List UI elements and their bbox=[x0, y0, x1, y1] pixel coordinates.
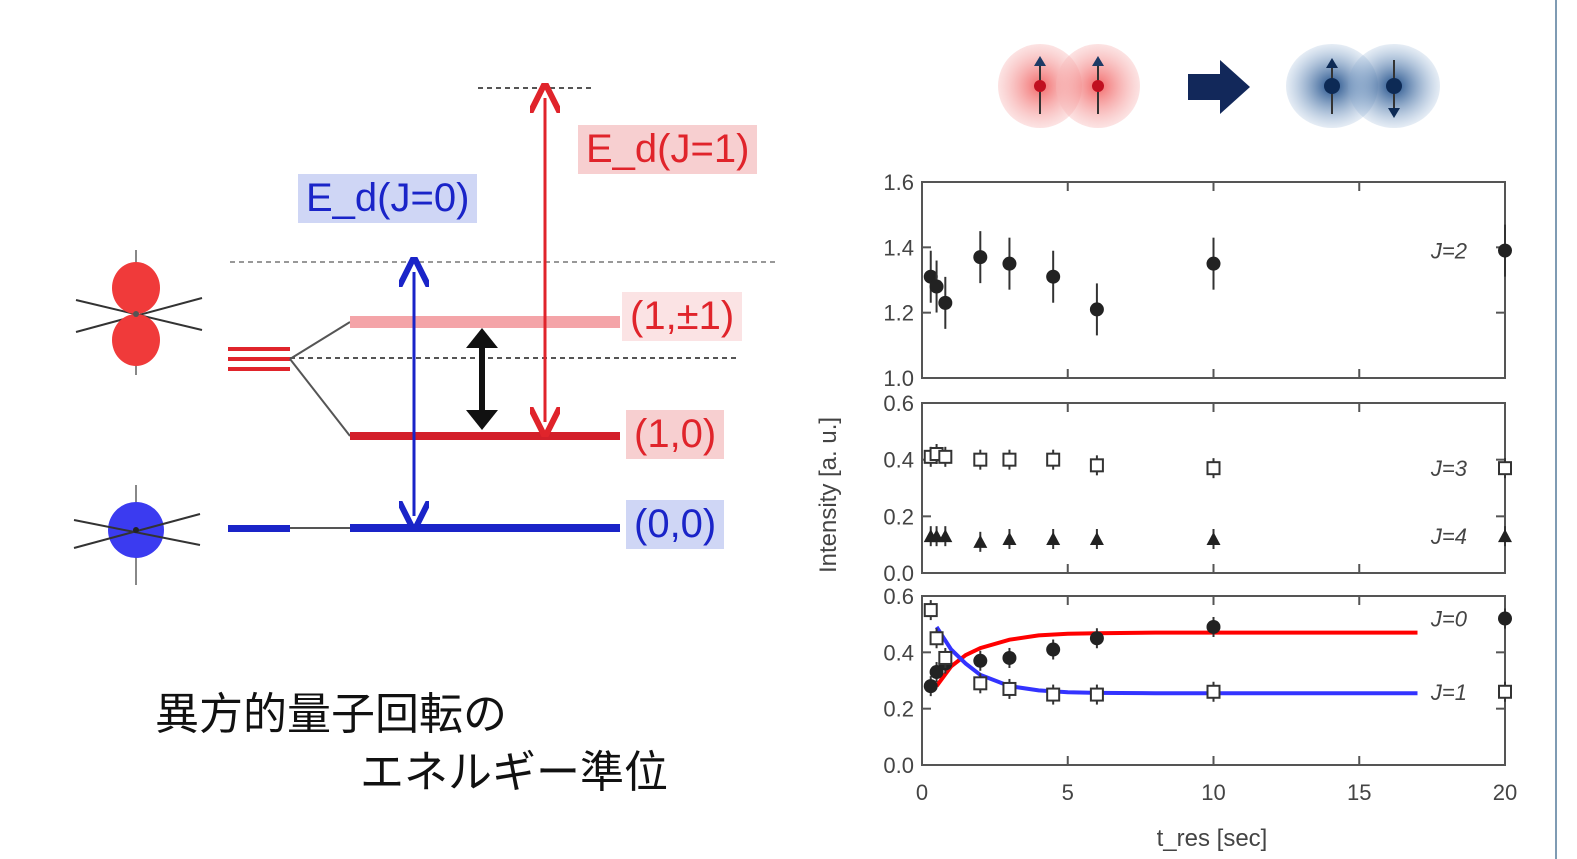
point-j2 bbox=[973, 250, 988, 265]
label-state-1-0: (1,0) bbox=[626, 410, 725, 459]
point-j2 bbox=[929, 279, 944, 294]
point-j1 bbox=[929, 631, 944, 646]
page-edge-line bbox=[1555, 0, 1557, 859]
level-0-0-left bbox=[228, 525, 290, 532]
x-tick-label: 20 bbox=[1493, 780, 1517, 805]
point-j3 bbox=[1206, 461, 1221, 476]
fit-curve-2 bbox=[934, 625, 1418, 696]
split-line-lower bbox=[289, 358, 351, 437]
point-j4 bbox=[1089, 532, 1104, 545]
point-j0 bbox=[1206, 619, 1221, 634]
degenerate-levels-icon bbox=[228, 347, 290, 371]
point-j4 bbox=[1046, 532, 1061, 545]
point-j3 bbox=[973, 452, 988, 467]
point-j1 bbox=[923, 603, 938, 618]
point-j4 bbox=[1206, 532, 1221, 545]
point-j4 bbox=[1002, 532, 1017, 545]
y-tick-label: 0.4 bbox=[883, 640, 914, 665]
point-j3 bbox=[1002, 452, 1017, 467]
point-j1 bbox=[1002, 681, 1017, 696]
x-tick-label: 5 bbox=[1062, 780, 1074, 805]
point-j4 bbox=[1498, 529, 1512, 543]
red-orbital-icon bbox=[75, 250, 203, 375]
series-label-j0: J=0 bbox=[1430, 607, 1468, 632]
x-axis-label: t_res [sec] bbox=[1157, 825, 1268, 852]
blue-orbital-icon bbox=[73, 485, 201, 585]
y-tick-label: 0.0 bbox=[883, 753, 914, 778]
point-j0 bbox=[1089, 631, 1104, 646]
series-label-j4: J=4 bbox=[1430, 524, 1467, 549]
point-j3 bbox=[1046, 452, 1061, 467]
y-tick-label: 1.6 bbox=[883, 170, 914, 195]
label-state-0-0: (0,0) bbox=[626, 500, 725, 549]
caption-line-1: 異方的量子回転の bbox=[155, 689, 507, 740]
x-tick-label: 15 bbox=[1347, 780, 1371, 805]
level-1-0 bbox=[350, 432, 620, 440]
point-j0 bbox=[973, 653, 988, 668]
y-tick-label: 1.0 bbox=[883, 366, 914, 391]
transition-arrow-icon bbox=[1188, 60, 1250, 114]
point-j1 bbox=[973, 676, 988, 691]
point-j0 bbox=[1002, 650, 1017, 665]
y-tick-label: 0.6 bbox=[883, 584, 914, 609]
point-j0 bbox=[923, 679, 938, 694]
point-j2 bbox=[1206, 256, 1221, 271]
label-state-1-pm1: (1,±1) bbox=[622, 292, 743, 341]
y-tick-label: 1.4 bbox=[883, 235, 914, 260]
point-j4 bbox=[973, 534, 988, 548]
point-j1 bbox=[938, 650, 953, 665]
label-ed-j1: E_d(J=1) bbox=[578, 125, 758, 174]
caption-line-2: エネルギー準位 bbox=[360, 747, 668, 798]
y-tick-label: 0.6 bbox=[883, 391, 914, 416]
y-tick-label: 0.4 bbox=[883, 448, 914, 473]
point-j2 bbox=[1002, 256, 1017, 271]
blue-molecule-pair-icon bbox=[1286, 44, 1440, 128]
point-j0 bbox=[929, 665, 944, 680]
point-j0 bbox=[1046, 642, 1061, 657]
x-tick-label: 10 bbox=[1201, 780, 1225, 805]
point-j1 bbox=[1046, 687, 1061, 702]
label-ed-j0: E_d(J=0) bbox=[298, 174, 478, 223]
y-axis-label: Intensity [a. u.] bbox=[815, 417, 842, 573]
level-0-0 bbox=[350, 524, 620, 532]
point-j3 bbox=[1089, 458, 1104, 473]
point-j3 bbox=[1498, 461, 1512, 476]
red-molecule-pair-icon bbox=[998, 44, 1140, 128]
point-j2 bbox=[1046, 269, 1061, 284]
point-j1 bbox=[1089, 687, 1104, 702]
point-j4 bbox=[938, 529, 953, 543]
series-label-j1: J=1 bbox=[1430, 680, 1467, 705]
y-tick-label: 0.2 bbox=[883, 504, 914, 529]
point-j2 bbox=[938, 295, 953, 310]
point-j1 bbox=[1206, 684, 1221, 699]
x-tick-label: 0 bbox=[916, 780, 928, 805]
series-label-j2: J=2 bbox=[1430, 239, 1467, 264]
point-j3 bbox=[938, 449, 953, 464]
split-line-upper bbox=[289, 321, 351, 360]
arrow-splitting-icon bbox=[466, 328, 498, 430]
y-tick-label: 0.0 bbox=[883, 561, 914, 586]
y-tick-label: 1.2 bbox=[883, 301, 914, 326]
point-j0 bbox=[1498, 611, 1512, 626]
y-tick-label: 0.2 bbox=[883, 697, 914, 722]
point-j1 bbox=[1498, 684, 1512, 699]
series-label-j3: J=3 bbox=[1430, 456, 1468, 481]
point-j2 bbox=[1089, 302, 1104, 317]
point-j2 bbox=[1498, 243, 1512, 258]
